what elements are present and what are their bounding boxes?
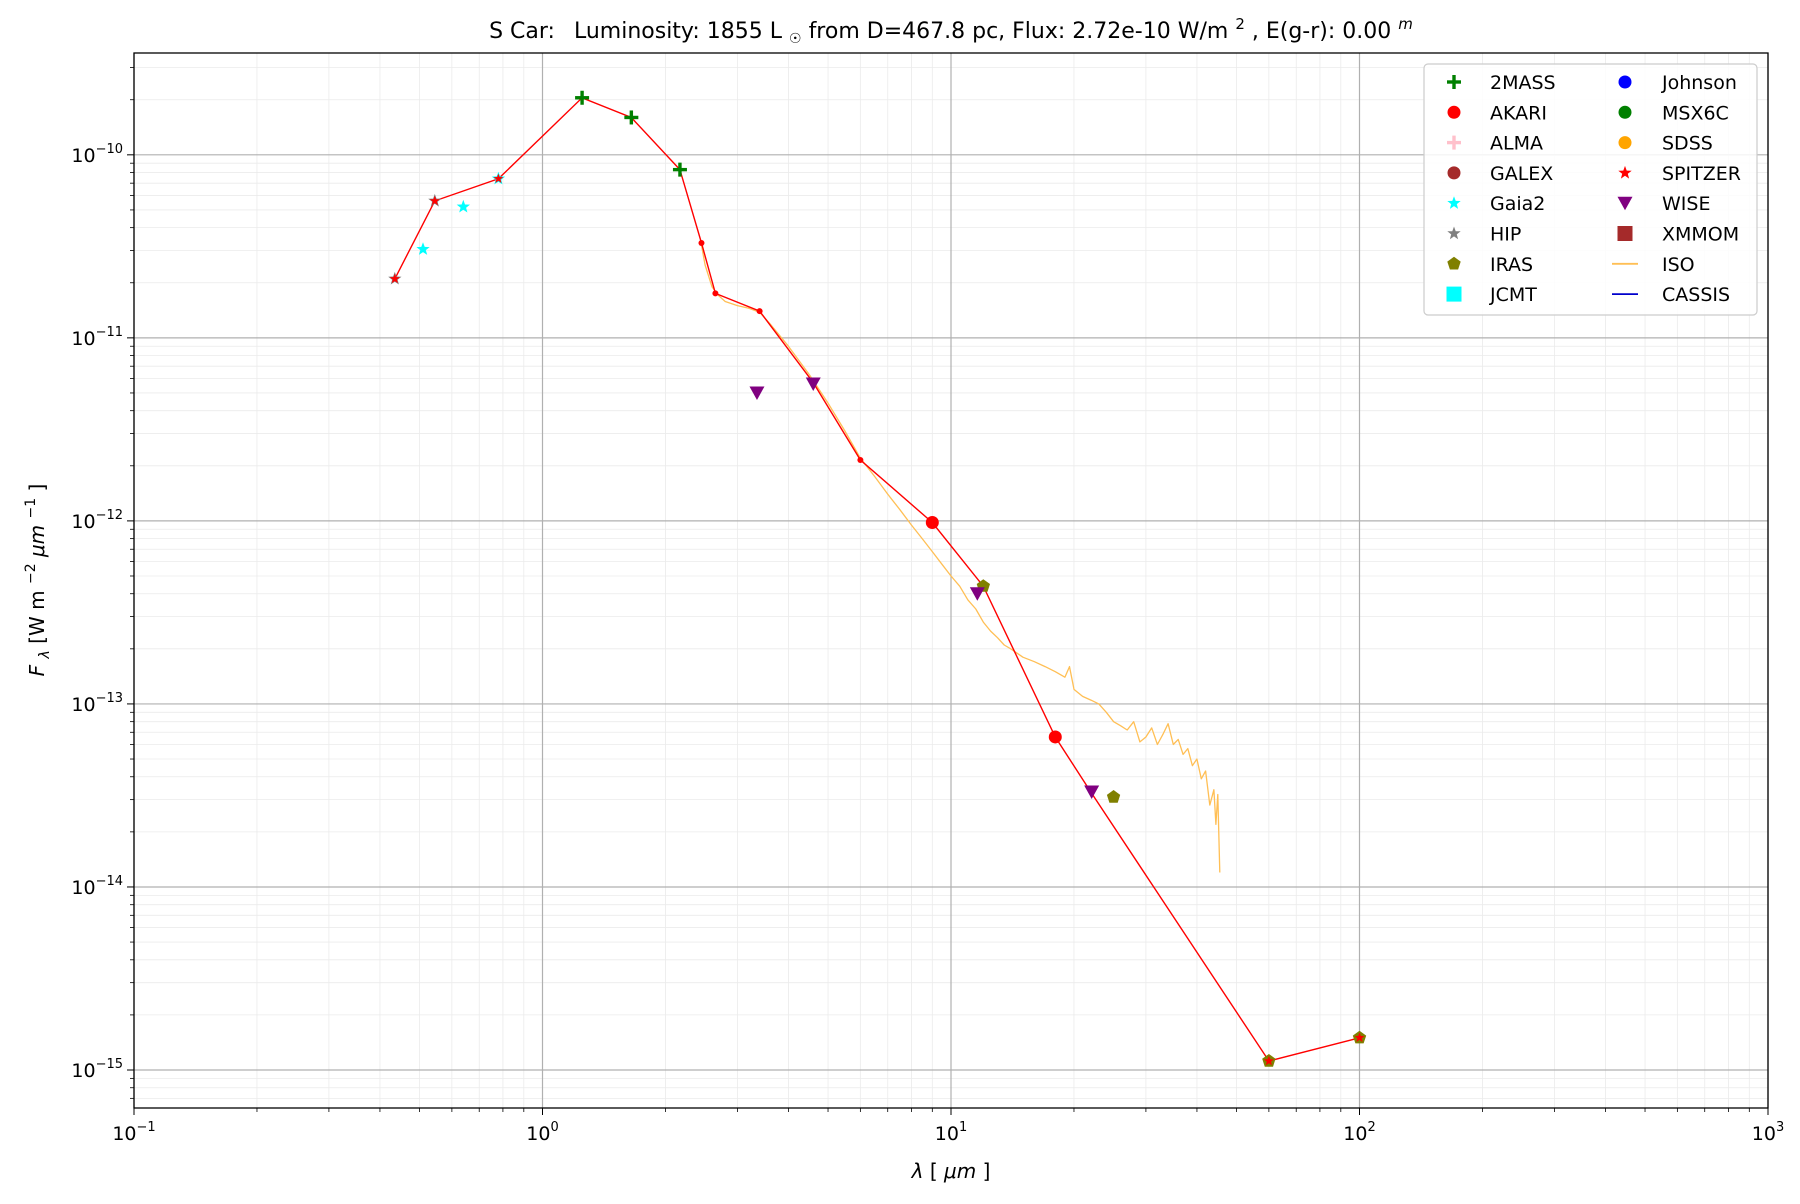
x-tick-label: 102	[1343, 1120, 1375, 1145]
legend-wise-marker	[1617, 196, 1633, 211]
sed-line-layer	[394, 96, 1360, 1062]
title-luminosity: Luminosity: 1855 L	[574, 19, 783, 44]
y-axis-exp2: −1	[23, 498, 39, 519]
title-flux: from D=467.8 pc, Flux: 2.72e-10 W/m	[809, 19, 1229, 44]
marker-iras	[1106, 790, 1121, 803]
x-axis-label: λ [ μm ]	[911, 1159, 991, 1183]
sed-model-point	[712, 290, 719, 297]
marker-2mass	[672, 162, 687, 177]
title-extinction-sup: m	[1398, 15, 1413, 33]
marker-spitzer	[493, 173, 504, 183]
legend-iras-marker	[1447, 256, 1461, 270]
y-tick-label: 10−13	[71, 691, 123, 716]
marker-gaia2	[456, 199, 470, 213]
legend-jcmt-label: JCMT	[1489, 284, 1537, 306]
y-axis-subscript: λ	[37, 650, 53, 659]
iso-spectrum-layer	[700, 245, 1221, 873]
legend-msx6c-marker	[1618, 105, 1632, 119]
legend: 2MASS AKARI ALMA GALEX Gaia2 HIP IRAS JCMT Johns…	[1423, 63, 1758, 316]
marker-wise	[1084, 785, 1100, 800]
x-axis-symbol: λ	[911, 1159, 924, 1183]
marker-2mass	[624, 110, 639, 125]
marker-spitzer	[1354, 1032, 1365, 1042]
marker-2mass	[575, 90, 590, 105]
marker-spitzer	[389, 273, 400, 284]
legend-sdss-marker	[1618, 136, 1632, 150]
legend-spitzer-label: SPITZER	[1662, 163, 1741, 185]
chart-title: S Car: Luminosity: 1855 L ☉ from D=467.8…	[489, 10, 1413, 49]
x-tick-label: 100	[526, 1120, 558, 1145]
sed-model-point	[857, 457, 864, 464]
x-axis-close: ]	[983, 1159, 991, 1183]
y-axis-close: ]	[25, 484, 49, 492]
marker-layer	[388, 90, 1367, 1067]
legend-wise-label: WISE	[1662, 193, 1710, 215]
x-tick-label: 103	[1752, 1120, 1784, 1145]
marker-spitzer	[1263, 1055, 1274, 1066]
legend-hip-marker	[1447, 226, 1461, 240]
marker-wise	[805, 377, 821, 391]
sun-symbol: ☉	[789, 31, 802, 47]
x-axis-unit: μm	[943, 1159, 976, 1183]
legend-johnson-label: Johnson	[1661, 72, 1737, 94]
y-tick-label: 10−10	[71, 142, 123, 167]
legend-msx6c-label: MSX6C	[1662, 102, 1729, 124]
legend-cassis-label: CASSIS	[1662, 284, 1730, 306]
sed-model-point	[698, 239, 705, 246]
x-axis-open: [	[930, 1159, 938, 1183]
sed-model-line	[394, 96, 1360, 1062]
marker-wise	[969, 587, 985, 601]
legend-sdss-label: SDSS	[1662, 133, 1713, 155]
title-flux-exponent: 2	[1235, 15, 1245, 33]
sed-model-point	[756, 308, 763, 315]
title-extinction: , E(g-r): 0.00	[1252, 19, 1391, 44]
legend-2mass-marker	[1447, 75, 1461, 89]
x-tick-label: 101	[935, 1120, 967, 1145]
legend-alma-marker	[1447, 135, 1461, 150]
legend-galex-marker	[1447, 166, 1461, 180]
legend-box	[1423, 63, 1758, 316]
y-axis-units: [W m	[25, 590, 49, 643]
tick-layer: 10−1 100 101 102 103 10−15 10−14 10−13 10−12 10−1…	[71, 67, 1784, 1145]
y-tick-label: 10−14	[71, 874, 123, 899]
legend-akari-marker	[1447, 105, 1461, 119]
legend-gaia2-marker	[1447, 196, 1461, 209]
y-axis-label: F λ [W m −2 μm −1 ]	[16, 484, 54, 677]
legend-jcmt-marker	[1446, 286, 1462, 302]
marker-akari	[1048, 730, 1062, 744]
y-axis-units2: μm	[25, 525, 49, 558]
x-tick-label: 10−1	[112, 1120, 155, 1145]
legend-alma-label: ALMA	[1490, 133, 1543, 155]
legend-spitzer-marker	[1618, 165, 1632, 179]
legend-xmmom-label: XMMOM	[1662, 224, 1739, 246]
legend-2mass-label: 2MASS	[1490, 72, 1556, 94]
legend-johnson-marker	[1618, 75, 1632, 89]
marker-gaia2	[416, 242, 430, 255]
grid-layer	[133, 53, 1769, 1108]
legend-iso-label: ISO	[1662, 254, 1695, 276]
y-axis-symbol: F	[25, 664, 49, 676]
y-tick-label: 10−12	[71, 508, 123, 533]
iso-spectrum-line	[700, 245, 1221, 873]
marker-spitzer	[429, 195, 440, 206]
legend-hip-label: HIP	[1490, 224, 1521, 246]
marker-wise	[749, 386, 765, 400]
legend-xmmom-marker	[1617, 226, 1633, 241]
legend-gaia2-label: Gaia2	[1490, 193, 1545, 215]
legend-galex-label: GALEX	[1490, 163, 1553, 185]
y-axis-exp1: −2	[23, 563, 39, 584]
marker-akari	[925, 515, 939, 529]
y-tick-label: 10−11	[71, 325, 123, 350]
y-tick-label: 10−15	[71, 1057, 123, 1082]
legend-iras-label: IRAS	[1490, 254, 1533, 276]
title-star: S Car:	[489, 19, 555, 44]
legend-akari-label: AKARI	[1490, 102, 1547, 124]
